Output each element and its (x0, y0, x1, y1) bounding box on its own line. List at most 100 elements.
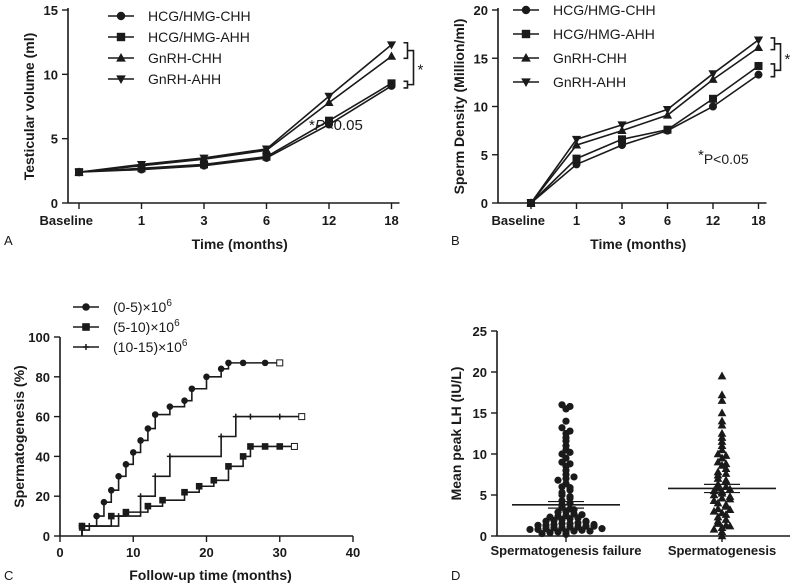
data-point-triangle-up (571, 140, 582, 149)
p-value-star: * (698, 147, 704, 164)
data-point-square (225, 463, 232, 470)
x-axis-title: Follow-up time (months) (129, 567, 292, 583)
data-point-circle (151, 411, 159, 418)
x-tick-label: 6 (664, 213, 671, 228)
data-point-circle (566, 460, 574, 468)
x-tick-label: 18 (751, 213, 765, 228)
legend-marker-square (82, 323, 90, 331)
data-point-circle (582, 517, 590, 525)
data-point-circle (217, 365, 225, 373)
data-point-triangle-up (721, 469, 731, 477)
data-point-triangle-down (526, 199, 536, 208)
series-line-triangle-up (530, 46, 759, 204)
censor-mark (290, 442, 298, 450)
data-point-triangle-up (717, 437, 727, 445)
series-line-triangle-up (78, 55, 392, 173)
data-point-triangle-up (709, 506, 719, 515)
x-tick-label: 6 (263, 213, 270, 228)
x-tick-label: 1 (138, 213, 145, 228)
series-line-triangle-down (530, 39, 759, 204)
data-point-circle (137, 437, 144, 444)
data-point-square (262, 152, 271, 161)
panel-label-b: B (451, 233, 460, 248)
data-point-square (261, 443, 269, 450)
data-point-triangle-up (709, 496, 719, 504)
data-point-circle (181, 397, 188, 404)
y-tick-label: 0 (480, 529, 487, 544)
data-point-square (709, 94, 717, 103)
data-point-triangle-up (617, 125, 627, 135)
p-value-annotation: *P<0.05 (698, 147, 749, 167)
data-point-triangle-up (662, 110, 673, 119)
legend-marker-plus (83, 344, 89, 350)
legend-marker-triangle-down (116, 75, 126, 85)
series-line-circle (78, 85, 392, 173)
data-point-circle (122, 461, 130, 468)
panel-c-chart: 0 20 40 60 80 100 0 10 20 30 40 Follow-up time (mon… (11, 298, 360, 583)
data-point-circle (558, 401, 566, 409)
data-point-square (239, 453, 247, 460)
x-tick-label: 3 (618, 213, 625, 228)
data-point-triangle-up (717, 428, 727, 437)
step-line-plus (81, 415, 302, 536)
panel-label-c: C (4, 568, 13, 583)
data-point-triangle-up (721, 459, 731, 468)
data-point-triangle-down (136, 161, 147, 170)
x-axis-title: Time (months) (590, 236, 686, 252)
data-point-triangle-down (199, 154, 209, 163)
data-point-triangle-up (721, 451, 731, 459)
data-point-triangle-up (717, 441, 727, 450)
significance-bracket-inner (770, 63, 776, 78)
data-point-triangle-up (717, 416, 727, 425)
data-point-triangle-up (713, 498, 723, 507)
data-point-circle (566, 520, 574, 528)
data-point-triangle-up (721, 520, 731, 529)
data-point-triangle-down (662, 105, 673, 115)
x-axis-title: Time (months) (192, 236, 288, 252)
series-line-square (78, 82, 392, 173)
data-point-circle (115, 473, 122, 480)
data-point-square (159, 496, 166, 504)
data-point-triangle-up (713, 479, 723, 488)
y-axis-title: Sperm Density (Million/ml) (451, 19, 467, 195)
data-point-square (200, 160, 208, 169)
legend-marker-circle (521, 5, 531, 15)
y-tick-label: 15 (474, 51, 488, 66)
legend-label: (5-10)×106 (113, 318, 180, 335)
data-point-triangle-up (713, 516, 723, 525)
legend-label: HCG/HMG-CHH (148, 8, 251, 24)
data-point-triangle-up (721, 500, 731, 509)
y-tick-label: 40 (36, 449, 50, 464)
data-point-triangle-down (386, 41, 397, 50)
data-point-square (663, 125, 672, 134)
data-point-circle (566, 427, 574, 435)
data-point-circle (574, 519, 582, 527)
data-point-triangle-down (324, 92, 334, 102)
panel-label-d: D (451, 568, 460, 583)
data-point-circle (546, 513, 554, 521)
data-point-square (618, 135, 626, 144)
data-point-triangle-down (571, 135, 582, 145)
legend-marker-triangle-up (116, 52, 126, 62)
data-point-triangle-up (713, 467, 723, 476)
x-tick-label: 10 (126, 545, 140, 560)
y-axis-title: Testicular volume (ml) (21, 33, 37, 181)
y-tick-label: 15 (44, 3, 58, 18)
data-point-square (325, 116, 333, 125)
y-tick-label: 0 (43, 529, 50, 544)
data-point-triangle-up (717, 493, 727, 502)
data-point-plus (247, 413, 254, 420)
data-point-triangle-up (717, 531, 727, 540)
y-tick-label: 10 (474, 100, 488, 115)
x-tick-label: Spermatogenesis (668, 543, 776, 558)
panel-label-a: A (4, 233, 13, 248)
data-point-plus (137, 493, 144, 500)
censor-mark (276, 359, 284, 367)
legend-label: (0-5)×106 (113, 298, 172, 315)
data-point-triangle-up (717, 433, 727, 441)
data-point-plus (86, 523, 93, 530)
data-point-plus (276, 413, 283, 420)
x-tick-label: 20 (199, 545, 213, 560)
data-point-circle (598, 525, 606, 533)
data-point-circle (566, 493, 574, 501)
